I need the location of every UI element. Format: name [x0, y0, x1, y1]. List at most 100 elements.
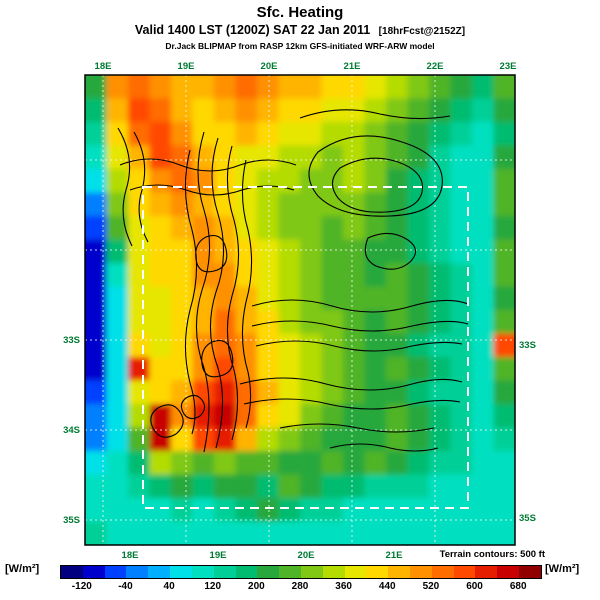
heat-cell — [149, 380, 172, 405]
heat-cell — [85, 75, 108, 100]
heat-cell — [235, 75, 258, 100]
heat-cell — [128, 521, 151, 545]
heat-cell — [85, 239, 108, 264]
colorbar-segment — [410, 566, 432, 578]
heat-cell — [407, 380, 430, 405]
heat-cell — [171, 357, 194, 382]
heat-cell — [257, 427, 280, 452]
heat-cell — [429, 169, 452, 194]
lat-label-left: 33S — [63, 335, 80, 346]
heat-cell — [214, 75, 237, 100]
heat-cell — [364, 380, 387, 405]
heat-cell — [235, 333, 258, 358]
heat-cell — [472, 263, 495, 288]
heat-cell — [192, 192, 215, 217]
heat-cell — [472, 310, 495, 335]
heat-cell — [192, 286, 215, 311]
heat-cell — [386, 498, 409, 523]
heat-cell — [85, 451, 108, 476]
heat-cell — [128, 427, 151, 452]
heat-cell — [85, 122, 108, 147]
colorbar-segment — [431, 566, 454, 578]
heat-cell — [257, 145, 280, 170]
heat-cell — [407, 192, 430, 217]
heat-cell — [257, 357, 280, 382]
heat-cell — [257, 263, 280, 288]
colorbar-segment — [279, 566, 301, 578]
heat-cell — [450, 122, 473, 147]
heat-cell — [386, 75, 409, 100]
heat-cell — [450, 263, 473, 288]
heat-cell — [85, 286, 108, 311]
heat-cell — [106, 286, 129, 311]
heat-cell — [450, 98, 473, 123]
heat-cell — [493, 310, 515, 335]
heat-cell — [171, 310, 194, 335]
heat-cell — [407, 310, 430, 335]
heat-cell — [343, 427, 366, 452]
heat-cell — [429, 474, 452, 499]
heat-cell — [450, 169, 473, 194]
heat-cell — [493, 357, 515, 382]
heat-cell — [106, 75, 129, 100]
heat-cell — [407, 75, 430, 100]
colorbar-segment — [148, 566, 171, 578]
heat-cell — [429, 498, 452, 523]
heat-cell — [450, 451, 473, 476]
heat-cell — [300, 286, 323, 311]
lon-label-top: 23E — [500, 61, 517, 72]
heat-cell — [493, 521, 515, 545]
heat-cell — [278, 239, 301, 264]
heat-cell — [386, 427, 409, 452]
heat-cell — [386, 333, 409, 358]
colorbar-segment — [82, 566, 105, 578]
lon-label-bottom: 21E — [386, 550, 403, 561]
heat-cell — [407, 474, 430, 499]
heat-cell — [364, 75, 387, 100]
heat-cell — [192, 498, 215, 523]
heat-cell — [171, 427, 194, 452]
colorbar-tick-label: 280 — [291, 581, 309, 592]
heat-cell — [321, 216, 344, 241]
lon-label-bottom: 20E — [298, 550, 315, 561]
colorbar-segment — [453, 566, 476, 578]
heat-cell — [149, 239, 172, 264]
heat-cell — [343, 286, 366, 311]
heat-cell — [235, 357, 258, 382]
heat-cell — [472, 192, 495, 217]
heat-cell — [407, 286, 430, 311]
heat-cell — [149, 521, 172, 545]
heat-cell — [257, 333, 280, 358]
heat-cell — [257, 451, 280, 476]
heat-cell — [235, 239, 258, 264]
lon-label-bottom: 19E — [210, 550, 227, 561]
lon-label-top: 22E — [427, 61, 444, 72]
heat-cell — [321, 521, 344, 545]
heat-cell — [278, 498, 301, 523]
heat-cell — [106, 263, 129, 288]
heat-cell — [386, 286, 409, 311]
heat-cell — [300, 451, 323, 476]
heat-cell — [214, 263, 237, 288]
heat-cell — [493, 75, 515, 100]
heat-cell — [235, 145, 258, 170]
heat-cell — [85, 498, 108, 523]
heat-cell — [192, 263, 215, 288]
colorbar-tick-label: 120 — [204, 581, 222, 592]
heat-cell — [472, 427, 495, 452]
heat-cell — [407, 239, 430, 264]
heat-cell — [407, 169, 430, 194]
heat-cell — [149, 216, 172, 241]
heat-cell — [407, 357, 430, 382]
map-border — [84, 74, 516, 546]
heat-cell — [407, 263, 430, 288]
heat-cell — [407, 498, 430, 523]
heat-cell — [192, 169, 215, 194]
heat-cell — [214, 474, 237, 499]
heat-cell — [171, 333, 194, 358]
heat-cell — [278, 122, 301, 147]
heat-cell — [106, 239, 129, 264]
lat-label-left: 34S — [63, 425, 80, 436]
heat-cell — [429, 286, 452, 311]
heat-cell — [171, 169, 194, 194]
